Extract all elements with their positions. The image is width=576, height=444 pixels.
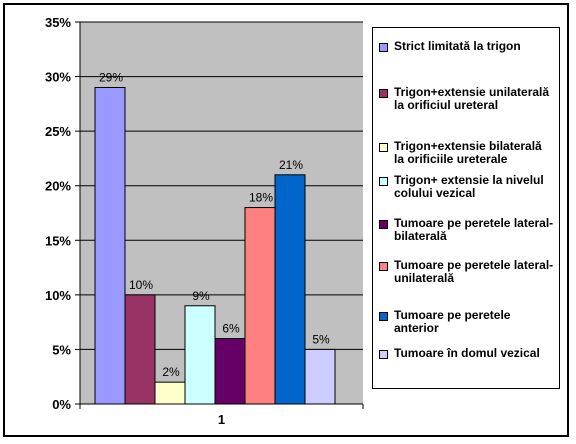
- data-label: 9%: [192, 289, 210, 303]
- data-label: 2%: [162, 365, 180, 379]
- legend-label: Tumoare pe peretele lateral-unilaterală: [394, 258, 554, 285]
- bar: [244, 207, 276, 405]
- legend-label: Strict limitată la trigon: [394, 39, 521, 53]
- y-tick-label: 15%: [45, 233, 71, 248]
- legend: Strict limitată la trigon Trigon+extensie…: [372, 27, 560, 389]
- legend-swatch: [379, 220, 388, 229]
- y-tick-label: 35%: [45, 15, 71, 30]
- bar: [124, 294, 156, 405]
- legend-swatch: [379, 350, 388, 359]
- data-label: 10%: [129, 278, 153, 292]
- bar: [274, 174, 306, 405]
- data-label: 29%: [99, 70, 123, 84]
- bar: [304, 348, 336, 405]
- bar: [184, 305, 216, 405]
- legend-label: Trigon+extensie unilaterală la orificiul…: [394, 85, 550, 112]
- legend-label: Tumoare pe peretele anterior: [394, 308, 511, 335]
- legend-swatch: [379, 43, 388, 52]
- y-tick-label: 5%: [52, 342, 71, 357]
- y-tick-label: 25%: [45, 124, 71, 139]
- legend-swatch: [379, 143, 388, 152]
- bar: [214, 338, 246, 405]
- y-tick-label: 30%: [45, 70, 71, 85]
- y-tick-label: 10%: [45, 288, 71, 303]
- data-label: 21%: [279, 158, 303, 172]
- legend-swatch: [379, 312, 388, 321]
- bar: [94, 86, 126, 405]
- data-label: 18%: [249, 191, 273, 205]
- bar: [154, 381, 186, 405]
- x-tick-label: 1: [218, 412, 225, 427]
- data-label: 5%: [312, 332, 330, 346]
- legend-label: Trigon+ extensie la nivelul colului vezi…: [394, 173, 544, 200]
- legend-label: Tumoare pe peretele lateral-bilaterală: [394, 216, 554, 243]
- legend-label: Trigon+extensie bilaterală la orificiile…: [394, 139, 542, 166]
- legend-label: Tumoare în domul vezical: [394, 346, 540, 360]
- data-label: 6%: [222, 322, 240, 336]
- legend-swatch: [379, 262, 388, 271]
- legend-swatch: [379, 89, 388, 98]
- y-axis: 0% 5% 10% 15% 20% 25% 30% 35%: [45, 15, 81, 412]
- y-tick-label: 0%: [52, 397, 71, 412]
- bars: 29% 10% 2% 9% 6% 18% 21% 5%: [94, 70, 336, 405]
- legend-swatch: [379, 177, 388, 186]
- y-tick-label: 20%: [45, 179, 71, 194]
- x-axis: 1: [79, 403, 364, 427]
